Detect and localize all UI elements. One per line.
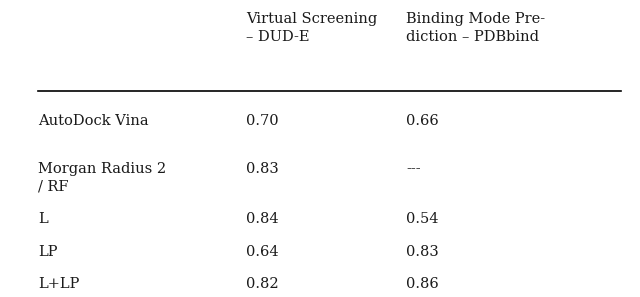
Text: LP: LP [38, 245, 58, 259]
Text: 0.84: 0.84 [246, 212, 279, 226]
Text: Binding Mode Pre-
diction – PDBbind: Binding Mode Pre- diction – PDBbind [406, 12, 545, 44]
Text: L: L [38, 212, 48, 226]
Text: AutoDock Vina: AutoDock Vina [38, 114, 149, 128]
Text: 0.82: 0.82 [246, 277, 279, 291]
Text: ---: --- [406, 162, 421, 176]
Text: 0.86: 0.86 [406, 277, 439, 291]
Text: 0.83: 0.83 [406, 245, 439, 259]
Text: 0.54: 0.54 [406, 212, 439, 226]
Text: 0.64: 0.64 [246, 245, 279, 259]
Text: 0.70: 0.70 [246, 114, 279, 128]
Text: Morgan Radius 2
/ RF: Morgan Radius 2 / RF [38, 162, 166, 194]
Text: 0.66: 0.66 [406, 114, 439, 128]
Text: L+LP: L+LP [38, 277, 80, 291]
Text: Virtual Screening
– DUD-E: Virtual Screening – DUD-E [246, 12, 378, 44]
Text: 0.83: 0.83 [246, 162, 279, 176]
